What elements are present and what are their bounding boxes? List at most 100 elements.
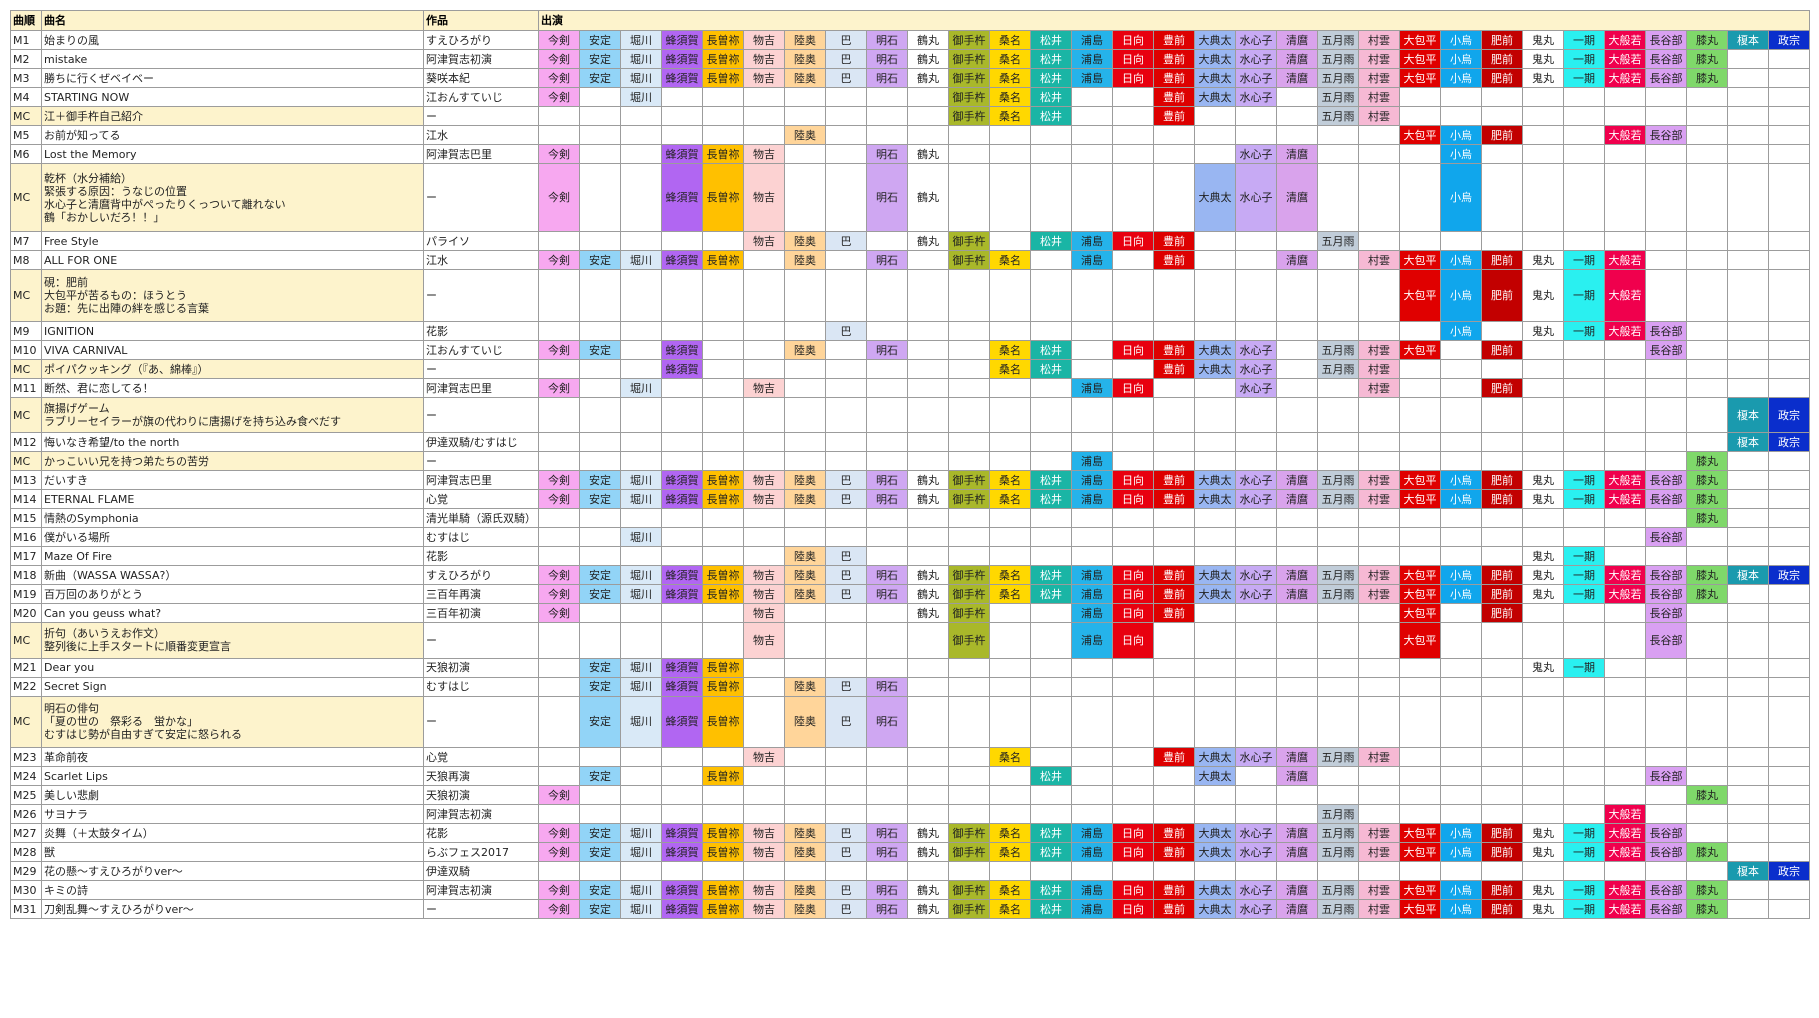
empty-cell[interactable] <box>1481 804 1523 825</box>
empty-cell[interactable] <box>1768 250 1810 271</box>
cast-cell-horikawa[interactable]: 堀川 <box>620 880 662 901</box>
cast-cell-tsurumaru[interactable]: 鶴丸 <box>907 144 949 164</box>
empty-cell[interactable] <box>1604 546 1646 567</box>
cast-cell-matsui[interactable]: 松井 <box>1030 106 1072 126</box>
title-cell[interactable]: 刀剣乱舞〜すえひろがりver〜 <box>41 899 424 920</box>
empty-cell[interactable] <box>579 527 621 548</box>
cast-cell-kogitsune[interactable]: 小烏 <box>1440 49 1482 69</box>
empty-cell[interactable] <box>1563 861 1605 882</box>
cast-cell-akashi[interactable]: 明石 <box>866 676 908 697</box>
cast-cell-hizamaru[interactable]: 膝丸 <box>1686 470 1728 491</box>
empty-cell[interactable] <box>1071 87 1113 107</box>
order-cell[interactable]: M15 <box>10 508 42 529</box>
cast-cell-kogitsune[interactable]: 小烏 <box>1440 565 1482 586</box>
cast-cell-odenta[interactable]: 大典太 <box>1194 880 1236 901</box>
cast-cell-horikawa[interactable]: 堀川 <box>620 87 662 107</box>
cast-cell-kuwana[interactable]: 桑名 <box>989 899 1031 920</box>
empty-cell[interactable] <box>907 250 949 271</box>
empty-cell[interactable] <box>1522 747 1564 768</box>
cast-cell-hasebe[interactable]: 長谷部 <box>1645 584 1687 605</box>
empty-cell[interactable] <box>866 359 908 380</box>
empty-cell[interactable] <box>1604 695 1646 749</box>
cast-cell-monoyoshi[interactable]: 物吉 <box>743 584 785 605</box>
cast-cell-hasebe[interactable]: 長谷部 <box>1645 880 1687 901</box>
empty-cell[interactable] <box>579 125 621 145</box>
cast-cell-suishinshi[interactable]: 水心子 <box>1235 584 1277 605</box>
cast-cell-kogitsune[interactable]: 小烏 <box>1440 250 1482 271</box>
cast-cell-ichigo[interactable]: 一期 <box>1563 899 1605 920</box>
empty-cell[interactable] <box>1071 861 1113 882</box>
empty-cell[interactable] <box>620 359 662 380</box>
empty-cell[interactable] <box>1112 144 1154 164</box>
work-cell[interactable]: ー <box>423 695 539 749</box>
cast-cell-hasebe[interactable]: 長谷部 <box>1645 125 1687 145</box>
empty-cell[interactable] <box>1112 785 1154 806</box>
empty-cell[interactable] <box>1030 527 1072 548</box>
empty-cell[interactable] <box>1276 695 1318 749</box>
empty-cell[interactable] <box>784 269 826 323</box>
empty-cell[interactable] <box>1727 766 1769 787</box>
empty-cell[interactable] <box>866 321 908 342</box>
empty-cell[interactable] <box>866 546 908 567</box>
cast-cell-nagasone[interactable]: 長曽祢 <box>702 489 744 510</box>
cast-cell-tsurumaru[interactable]: 鶴丸 <box>907 489 949 510</box>
cast-cell-kogitsune[interactable]: 小烏 <box>1440 470 1482 491</box>
empty-cell[interactable] <box>1686 657 1728 678</box>
cast-cell-mutsunokami[interactable]: 陸奥 <box>784 842 826 863</box>
empty-cell[interactable] <box>1276 359 1318 380</box>
empty-cell[interactable] <box>1481 87 1523 107</box>
empty-cell[interactable] <box>1112 804 1154 825</box>
cast-cell-ohannya[interactable]: 大般若 <box>1604 842 1646 863</box>
title-cell[interactable]: 旗揚げゲーム ラブリーセイラーが旗の代わりに唐揚げを持ち込み食べだす <box>41 397 424 434</box>
empty-cell[interactable] <box>1358 785 1400 806</box>
cast-cell-matsui[interactable]: 松井 <box>1030 842 1072 863</box>
empty-cell[interactable] <box>1522 766 1564 787</box>
cast-cell-buzen[interactable]: 豊前 <box>1153 565 1195 586</box>
cast-cell-ichigo[interactable]: 一期 <box>1563 250 1605 271</box>
cast-cell-hasebe[interactable]: 長谷部 <box>1645 321 1687 342</box>
work-cell[interactable]: 阿津賀志初演 <box>423 880 539 901</box>
title-cell[interactable]: かっこいい兄を持つ弟たちの苦労 <box>41 451 424 472</box>
empty-cell[interactable] <box>784 321 826 342</box>
cast-cell-tomoegata[interactable]: 巴 <box>825 823 867 844</box>
empty-cell[interactable] <box>825 378 867 399</box>
empty-cell[interactable] <box>1358 397 1400 434</box>
empty-cell[interactable] <box>1030 378 1072 399</box>
empty-cell[interactable] <box>1153 766 1195 787</box>
cast-cell-okanehira[interactable]: 大包平 <box>1399 250 1441 271</box>
cast-cell-hasebe[interactable]: 長谷部 <box>1645 766 1687 787</box>
empty-cell[interactable] <box>1768 603 1810 624</box>
empty-cell[interactable] <box>1399 106 1441 126</box>
cast-cell-tsurumaru[interactable]: 鶴丸 <box>907 30 949 50</box>
empty-cell[interactable] <box>784 397 826 434</box>
empty-cell[interactable] <box>1194 804 1236 825</box>
empty-cell[interactable] <box>1645 861 1687 882</box>
cast-cell-onimaru[interactable]: 鬼丸 <box>1522 584 1564 605</box>
empty-cell[interactable] <box>743 432 785 453</box>
empty-cell[interactable] <box>948 657 990 678</box>
empty-cell[interactable] <box>1768 106 1810 126</box>
cast-cell-samidare[interactable]: 五月雨 <box>1317 68 1359 88</box>
cast-cell-hachisuka[interactable]: 蜂須賀 <box>661 340 703 361</box>
empty-cell[interactable] <box>620 451 662 472</box>
cast-cell-hizamaru[interactable]: 膝丸 <box>1686 785 1728 806</box>
empty-cell[interactable] <box>907 451 949 472</box>
cast-cell-kogitsune[interactable]: 小烏 <box>1440 125 1482 145</box>
cast-cell-ohannya[interactable]: 大般若 <box>1604 489 1646 510</box>
empty-cell[interactable] <box>1358 508 1400 529</box>
empty-cell[interactable] <box>1727 87 1769 107</box>
empty-cell[interactable] <box>1522 432 1564 453</box>
cast-cell-otegine[interactable]: 御手杵 <box>948 899 990 920</box>
cast-cell-ohannya[interactable]: 大般若 <box>1604 30 1646 50</box>
empty-cell[interactable] <box>784 144 826 164</box>
cast-cell-urashima[interactable]: 浦島 <box>1071 68 1113 88</box>
empty-cell[interactable] <box>702 432 744 453</box>
empty-cell[interactable] <box>1276 321 1318 342</box>
cast-cell-hyuga[interactable]: 日向 <box>1112 823 1154 844</box>
empty-cell[interactable] <box>907 747 949 768</box>
cast-cell-imatsurugi[interactable]: 今剣 <box>538 49 580 69</box>
cast-cell-hachisuka[interactable]: 蜂須賀 <box>661 823 703 844</box>
empty-cell[interactable] <box>1153 125 1195 145</box>
empty-cell[interactable] <box>907 657 949 678</box>
cast-cell-urashima[interactable]: 浦島 <box>1071 823 1113 844</box>
